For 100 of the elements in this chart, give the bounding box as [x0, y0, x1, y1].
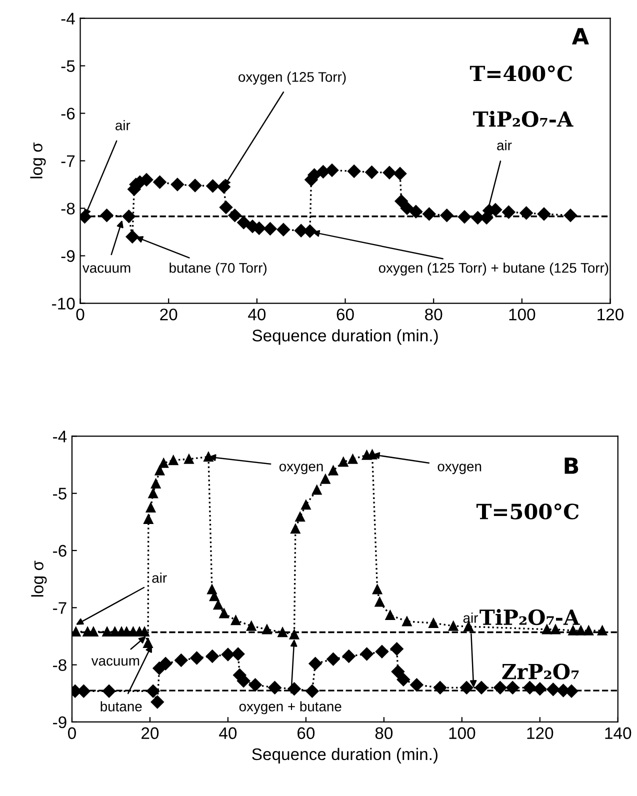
point: [390, 642, 404, 656]
x-tick-label: 20: [142, 727, 159, 740]
x-tick-label: 0: [68, 727, 76, 740]
x-tick-label: 40: [219, 727, 237, 740]
point: [102, 684, 116, 698]
point: [428, 618, 438, 628]
point: [348, 454, 358, 464]
point: [375, 645, 389, 658]
point: [262, 624, 272, 634]
annotation: air: [463, 612, 478, 623]
point: [219, 608, 229, 618]
annotation: oxygen + butane: [239, 701, 342, 714]
x-tick-label: 60: [336, 308, 354, 320]
annotation: air: [116, 120, 130, 130]
y-tick-label: -6: [53, 544, 66, 557]
point: [394, 194, 408, 208]
point: [290, 524, 300, 534]
point: [460, 681, 474, 694]
point: [409, 205, 423, 218]
point: [391, 665, 405, 678]
point: [190, 651, 204, 665]
x-tick-label: 60: [298, 727, 315, 740]
point: [146, 502, 156, 513]
point: [306, 684, 319, 698]
x-tick-label: 20: [160, 308, 178, 320]
point: [150, 695, 164, 709]
y-tick-label: -4: [53, 430, 67, 442]
y-tick-label: -9: [53, 716, 66, 728]
point: [174, 654, 188, 667]
annotation: B: [564, 458, 578, 474]
point: [440, 208, 454, 222]
point: [170, 178, 184, 192]
point: [365, 166, 378, 179]
point: [338, 457, 348, 467]
point: [100, 208, 114, 222]
annotation: T=400°C: [470, 65, 572, 82]
point: [328, 466, 338, 476]
y-tick-label: -8: [53, 659, 66, 672]
x-tick-label: 100: [449, 727, 476, 740]
point: [204, 452, 214, 462]
point: [295, 512, 305, 522]
point: [568, 626, 578, 636]
point: [206, 179, 220, 193]
point: [102, 626, 112, 637]
point: [382, 166, 396, 180]
annotation: vacuum: [82, 265, 130, 273]
annotation: A: [572, 28, 589, 44]
x-axis-title: Sequence duration (min.): [252, 329, 438, 345]
x-axis-title: Sequence duration (min.): [252, 748, 438, 764]
point: [494, 681, 507, 694]
annotation: air: [497, 140, 512, 150]
point: [402, 616, 412, 626]
point: [158, 458, 168, 468]
point: [184, 454, 194, 464]
point: [458, 210, 472, 224]
point: [597, 626, 608, 636]
point: [168, 455, 178, 466]
point: [77, 684, 90, 698]
annotation: oxygen (125 Torr): [238, 72, 346, 85]
y-tick-label: -5: [53, 488, 66, 500]
y-tick-label: -6: [61, 108, 75, 120]
point: [312, 485, 322, 495]
annotation: T=500°C: [476, 504, 579, 520]
point: [154, 466, 165, 476]
point: [230, 615, 241, 626]
x-tick-label: 80: [425, 308, 442, 320]
point: [150, 478, 161, 489]
point: [289, 630, 300, 640]
point: [550, 624, 560, 634]
annotation: butane: [100, 701, 142, 712]
point: [122, 210, 136, 223]
point: [232, 647, 245, 661]
annotation: TiP₂O₇-A: [480, 609, 580, 626]
annotation: butane (70 Torr): [170, 262, 266, 276]
point: [564, 208, 578, 222]
point: [410, 678, 424, 692]
point: [474, 681, 488, 694]
point: [276, 223, 290, 236]
point: [221, 648, 235, 662]
point: [72, 626, 81, 637]
point: [400, 202, 414, 215]
x-tick-label: 80: [375, 727, 393, 740]
point: [320, 474, 330, 484]
point: [143, 638, 153, 648]
x-tick-label: 120: [527, 727, 554, 740]
point: [301, 500, 311, 510]
y-tick-label: -4: [61, 12, 75, 24]
x-tick-label: 0: [76, 308, 84, 320]
annotation: ZrP₂O₇: [502, 664, 579, 680]
point: [448, 621, 458, 631]
point: [385, 610, 396, 620]
point: [206, 650, 219, 663]
point: [533, 682, 546, 696]
x-tick-label: 100: [509, 308, 536, 320]
point: [213, 600, 224, 610]
point: [252, 222, 266, 235]
point: [374, 597, 384, 607]
point: [268, 681, 282, 694]
point: [372, 584, 382, 594]
y-tick-label: -10: [52, 298, 75, 310]
